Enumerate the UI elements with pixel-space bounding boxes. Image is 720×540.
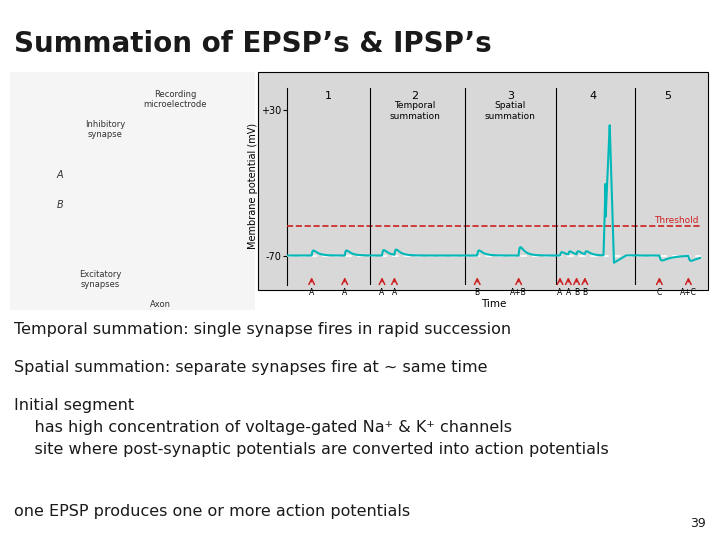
- Text: B: B: [574, 287, 579, 296]
- Y-axis label: Membrane potential (mV): Membrane potential (mV): [248, 123, 258, 249]
- Text: Initial segment: Initial segment: [14, 398, 134, 413]
- Text: C: C: [657, 287, 662, 296]
- Text: A: A: [57, 170, 63, 180]
- Text: A: A: [309, 287, 314, 296]
- Text: A: A: [557, 287, 562, 296]
- Text: B: B: [57, 200, 63, 210]
- Text: one EPSP produces one or more action potentials: one EPSP produces one or more action pot…: [14, 504, 410, 518]
- Text: A: A: [342, 287, 347, 296]
- Text: 4: 4: [590, 91, 597, 101]
- Text: 39: 39: [690, 517, 706, 530]
- Text: has high concentration of voltage-gated Na⁺ & K⁺ channels: has high concentration of voltage-gated …: [14, 420, 512, 435]
- Text: Summation of EPSP’s & IPSP’s: Summation of EPSP’s & IPSP’s: [14, 30, 492, 58]
- Text: Excitatory
synapses: Excitatory synapses: [78, 270, 121, 289]
- Text: Time: Time: [481, 299, 506, 309]
- Text: 5: 5: [664, 91, 671, 101]
- Text: Threshold: Threshold: [654, 216, 698, 225]
- Text: Axon: Axon: [150, 300, 171, 309]
- Text: A: A: [392, 287, 397, 296]
- Text: Spatial summation: separate synapses fire at ~ same time: Spatial summation: separate synapses fir…: [14, 360, 487, 375]
- Text: Recording
microelectrode: Recording microelectrode: [143, 90, 207, 110]
- Text: Temporal
summation: Temporal summation: [390, 102, 441, 121]
- Text: A: A: [566, 287, 571, 296]
- Text: B: B: [474, 287, 480, 296]
- Text: Inhibitory
synapse: Inhibitory synapse: [85, 120, 125, 139]
- Text: Spatial
summation: Spatial summation: [485, 102, 536, 121]
- Text: 3: 3: [507, 91, 514, 101]
- Text: site where post-synaptic potentials are converted into action potentials: site where post-synaptic potentials are …: [14, 442, 608, 457]
- FancyBboxPatch shape: [258, 72, 708, 290]
- Text: A+B: A+B: [510, 287, 527, 296]
- Text: 2: 2: [412, 91, 419, 101]
- Text: A+C: A+C: [680, 287, 697, 296]
- Text: 1: 1: [325, 91, 332, 101]
- Text: A: A: [379, 287, 384, 296]
- FancyBboxPatch shape: [10, 72, 255, 310]
- Text: Temporal summation: single synapse fires in rapid succession: Temporal summation: single synapse fires…: [14, 322, 511, 337]
- Text: B: B: [582, 287, 588, 296]
